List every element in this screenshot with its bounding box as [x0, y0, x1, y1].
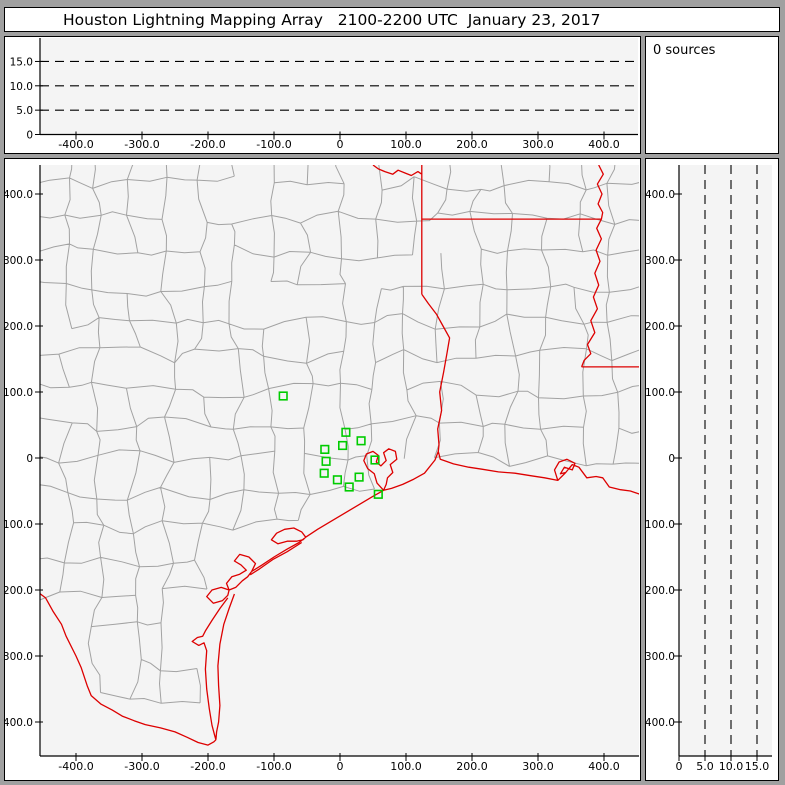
lma-station-marker: [321, 456, 331, 466]
lma-station-marker: [373, 489, 383, 499]
tick-label: -300.0: [646, 651, 675, 663]
lma-stations: [278, 391, 383, 499]
tick-label: 400.0: [588, 138, 620, 151]
lma-station-marker: [341, 427, 351, 437]
tick-label: 100.0: [390, 138, 422, 151]
tick-label: 100.0: [390, 760, 422, 773]
tick-label: 300.0: [522, 138, 554, 151]
tick-label: -300.0: [5, 651, 33, 663]
tick-label: 100.0: [5, 387, 33, 399]
plan-view-map-panel[interactable]: -400.0 -400.0 -300.0 -300.0 -200.0 -200.0 -100…: [4, 158, 641, 781]
tick-label: 5.0: [696, 760, 714, 773]
altitude-ns-plot[interactable]: -400.0 -300.0 -200.0 -100.0 0 100.0 200.0 300.0…: [646, 159, 778, 780]
tick-label: -200.0: [190, 760, 225, 773]
tick-label: 300.0: [646, 255, 675, 267]
tick-label: 10.0: [719, 760, 744, 773]
tick-label: 200.0: [5, 321, 33, 333]
tick-label: -100.0: [5, 519, 33, 531]
tick-label: 15.0: [745, 760, 770, 773]
lma-station-marker: [356, 436, 366, 446]
altitude-ew-plot[interactable]: -400.0 -300.0 -200.0 -100.0 0 100.0 200.0 300.0…: [5, 37, 640, 153]
tick-label: -400.0: [58, 138, 93, 151]
ns-plot-area[interactable]: [679, 165, 772, 756]
tick-label: 0: [337, 138, 344, 151]
tick-label: 200.0: [646, 321, 675, 333]
tick-label: 100.0: [646, 387, 675, 399]
tick-label: 200.0: [456, 138, 488, 151]
altitude-ew-panel[interactable]: -400.0 -300.0 -200.0 -100.0 0 100.0 200.0 300.0…: [4, 36, 641, 154]
plan-view-map-plot[interactable]: -400.0 -400.0 -300.0 -300.0 -200.0 -200.0 -100…: [5, 159, 640, 780]
tick-label: 0: [668, 453, 675, 465]
lma-station-marker: [278, 391, 288, 401]
tick-label: -200.0: [646, 585, 675, 597]
tick-label: 300.0: [522, 760, 554, 773]
tick-label: -400.0: [646, 717, 675, 729]
tick-label: 0: [26, 453, 33, 465]
tick-label: 0: [676, 760, 683, 773]
tick-label: 10.0: [10, 81, 33, 93]
tick-label: -200.0: [190, 138, 225, 151]
tick-label: 400.0: [588, 760, 620, 773]
tick-label: -300.0: [124, 760, 159, 773]
tick-label: -400.0: [58, 760, 93, 773]
sources-panel: 0 sources: [645, 36, 779, 154]
tick-label: 5.0: [16, 105, 33, 117]
lma-station-marker: [320, 444, 330, 455]
lma-station-marker: [332, 475, 343, 485]
tick-label: 300.0: [5, 255, 33, 267]
tick-label: -100.0: [256, 138, 291, 151]
tick-label: 0: [26, 130, 33, 142]
altitude-ns-panel[interactable]: -400.0 -300.0 -200.0 -100.0 0 100.0 200.0 300.0…: [645, 158, 779, 781]
tick-label: -200.0: [5, 585, 33, 597]
tick-label: 15.0: [10, 56, 33, 68]
tick-label: 0: [337, 760, 344, 773]
tick-label: -100.0: [646, 519, 675, 531]
ew-plot-area[interactable]: [40, 38, 638, 135]
title-bar: Houston Lightning Mapping Array 2100-220…: [4, 7, 780, 32]
lma-station-marker: [319, 468, 329, 478]
lma-station-marker: [354, 472, 364, 482]
map-plot-area[interactable]: [40, 165, 639, 756]
window-title: Houston Lightning Mapping Array 2100-220…: [63, 10, 601, 29]
lma-station-marker: [344, 482, 354, 492]
lma-station-marker: [337, 440, 348, 451]
tick-label: -100.0: [256, 760, 291, 773]
lma-station-marker: [370, 455, 380, 465]
tick-label: -400.0: [5, 717, 33, 729]
state-borders-coastline: [40, 165, 639, 746]
tick-label: 400.0: [5, 189, 33, 201]
sources-count-label: 0 sources: [653, 43, 716, 58]
tick-label: 200.0: [456, 760, 488, 773]
tick-label: 400.0: [646, 189, 675, 201]
county-boundaries: [40, 165, 639, 704]
tick-label: -300.0: [124, 138, 159, 151]
